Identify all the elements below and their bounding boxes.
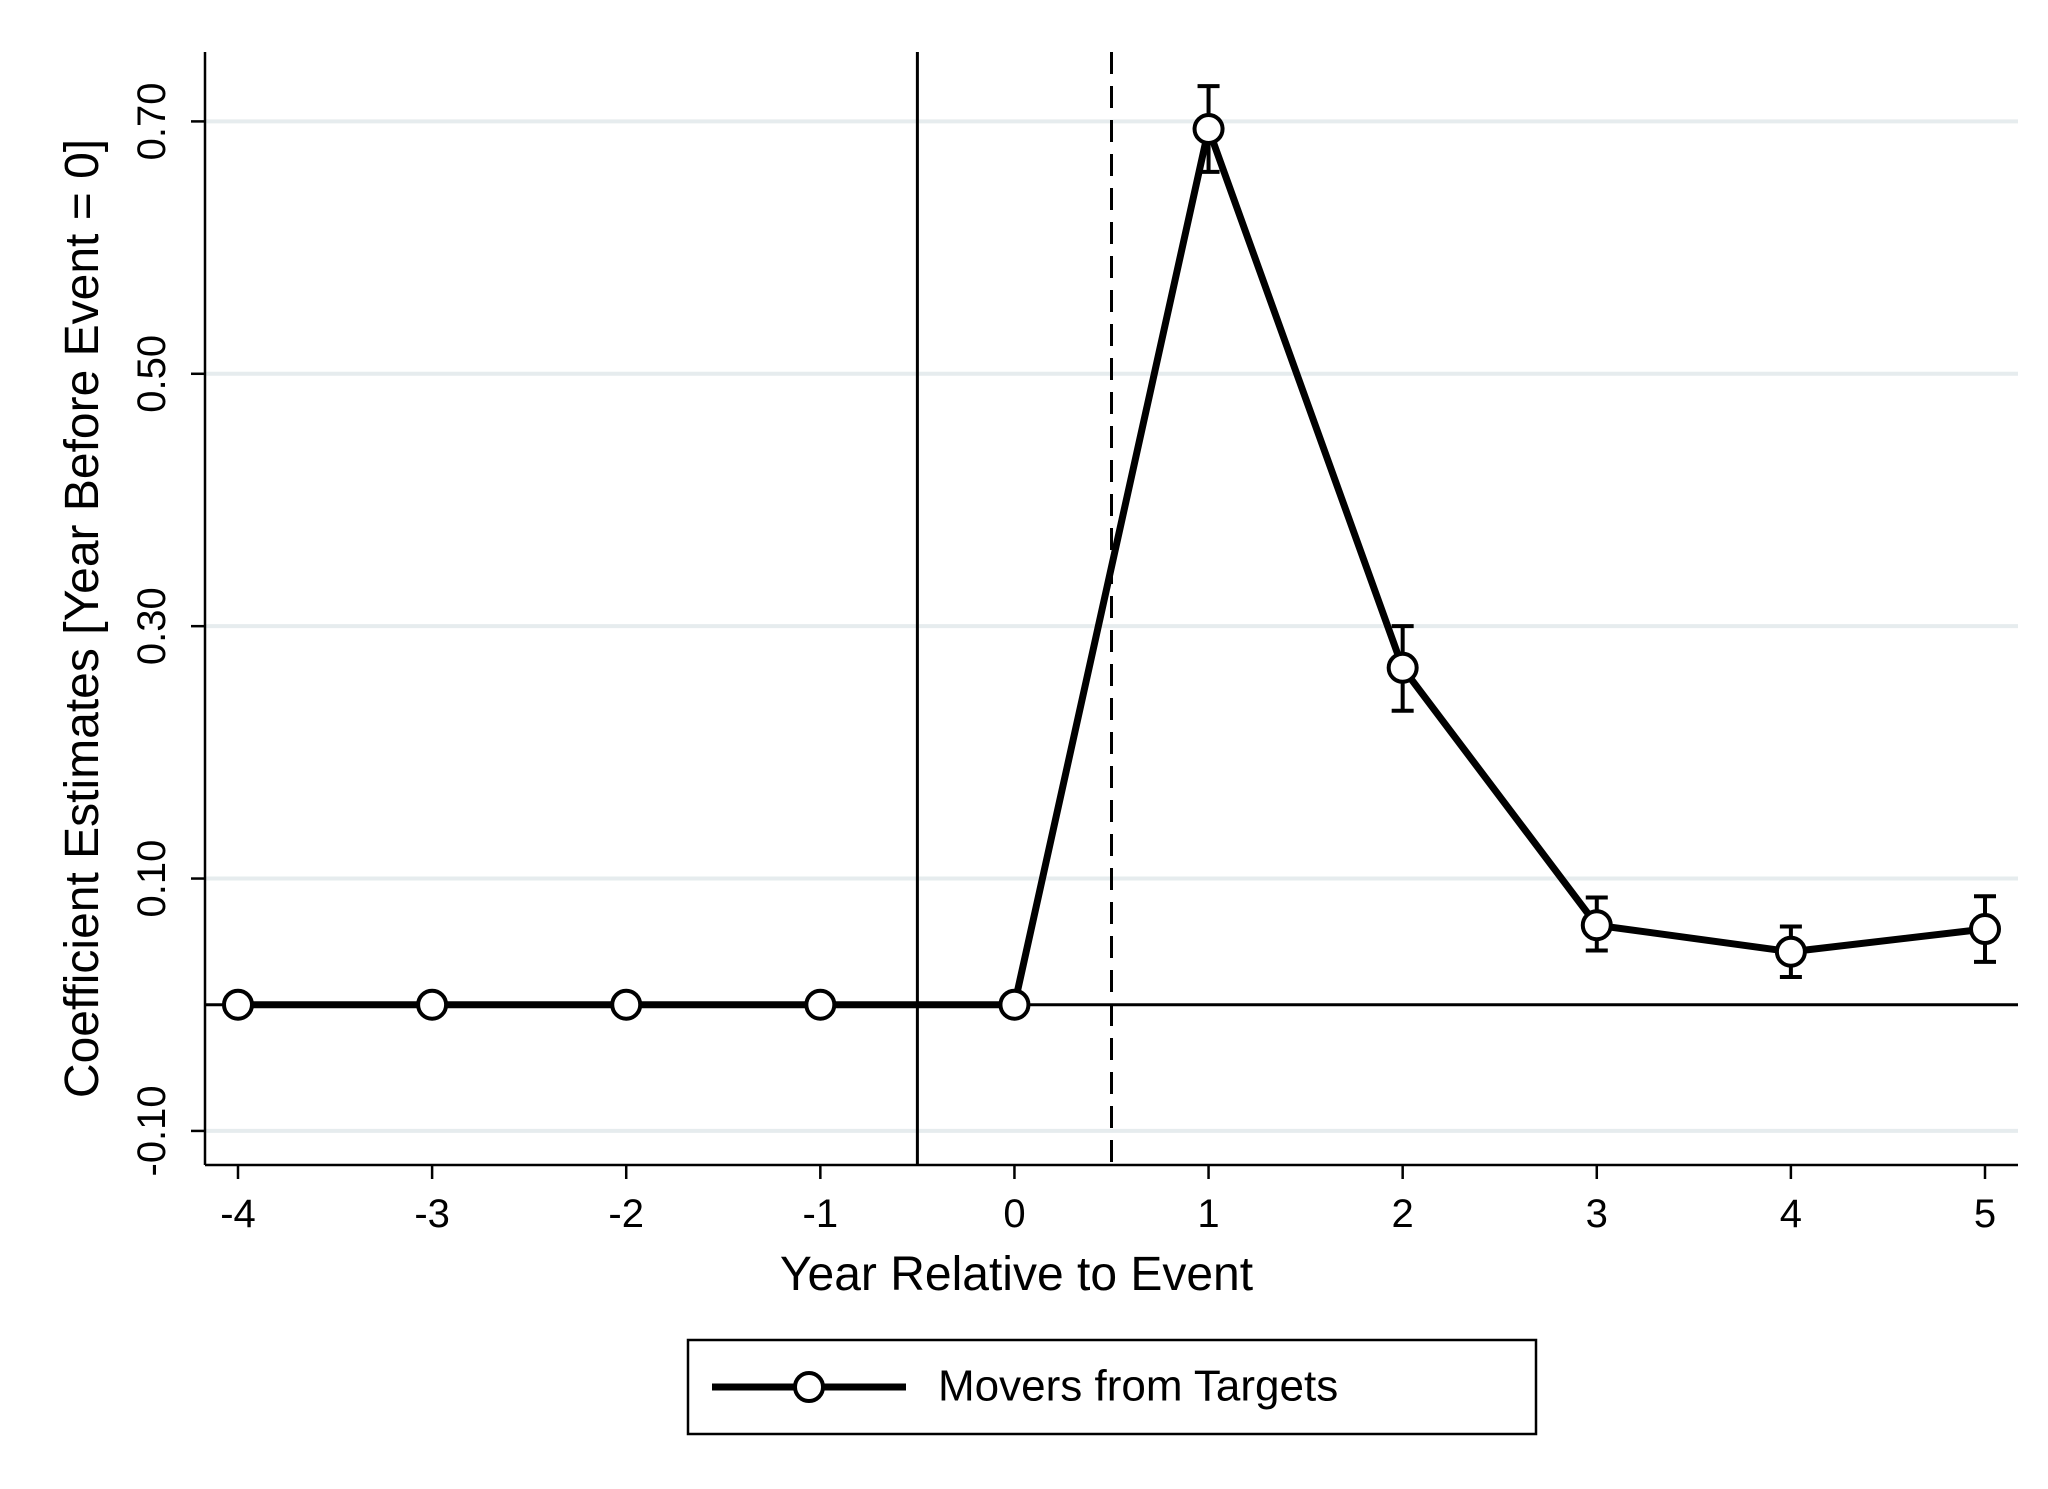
data-point xyxy=(1386,651,1419,684)
x-tick-label: 4 xyxy=(1780,1192,1802,1236)
x-axis-title: Year Relative to Event xyxy=(780,1248,1253,1301)
x-tick-label: -4 xyxy=(220,1192,256,1236)
axes xyxy=(191,52,2018,1179)
reference-lines xyxy=(205,52,2018,1165)
series-movers-from-targets xyxy=(221,84,2002,1021)
data-point xyxy=(610,988,643,1021)
y-tick-label: -0.10 xyxy=(130,1085,174,1176)
data-point xyxy=(804,988,837,1021)
data-point xyxy=(1969,913,2002,946)
legend-label: Movers from Targets xyxy=(938,1362,1338,1411)
x-tick-label: -2 xyxy=(608,1192,644,1236)
x-tick-label: 3 xyxy=(1586,1192,1608,1236)
x-tick-label: -3 xyxy=(414,1192,450,1236)
data-point xyxy=(1192,112,1225,145)
series-line xyxy=(237,125,1986,1009)
data-point xyxy=(998,988,1031,1021)
x-tick-label: 5 xyxy=(1974,1192,1996,1236)
data-point xyxy=(416,988,449,1021)
legend: Movers from Targets xyxy=(686,1338,1538,1436)
tick-labels: -0.10 0.10 0.30 0.50 0.70 -4 -3 -2 -1 0 1 2 3 4 5 xyxy=(130,82,1996,1236)
x-tick-label: 1 xyxy=(1197,1192,1219,1236)
y-axis-title: Coefficient Estimates [Year Before Event… xyxy=(56,139,109,1098)
data-point xyxy=(1774,935,1807,968)
x-tick-label: 0 xyxy=(1003,1192,1025,1236)
data-point xyxy=(1580,909,1613,942)
y-tick-label: 0.10 xyxy=(130,840,174,918)
y-tick-label: 0.50 xyxy=(130,335,174,413)
x-tick-label: 2 xyxy=(1392,1192,1414,1236)
x-tick-label: -1 xyxy=(803,1192,839,1236)
y-tick-label: 0.30 xyxy=(130,587,174,665)
data-point xyxy=(221,988,254,1021)
legend-marker xyxy=(793,1371,825,1403)
y-tick-label: 0.70 xyxy=(130,82,174,160)
